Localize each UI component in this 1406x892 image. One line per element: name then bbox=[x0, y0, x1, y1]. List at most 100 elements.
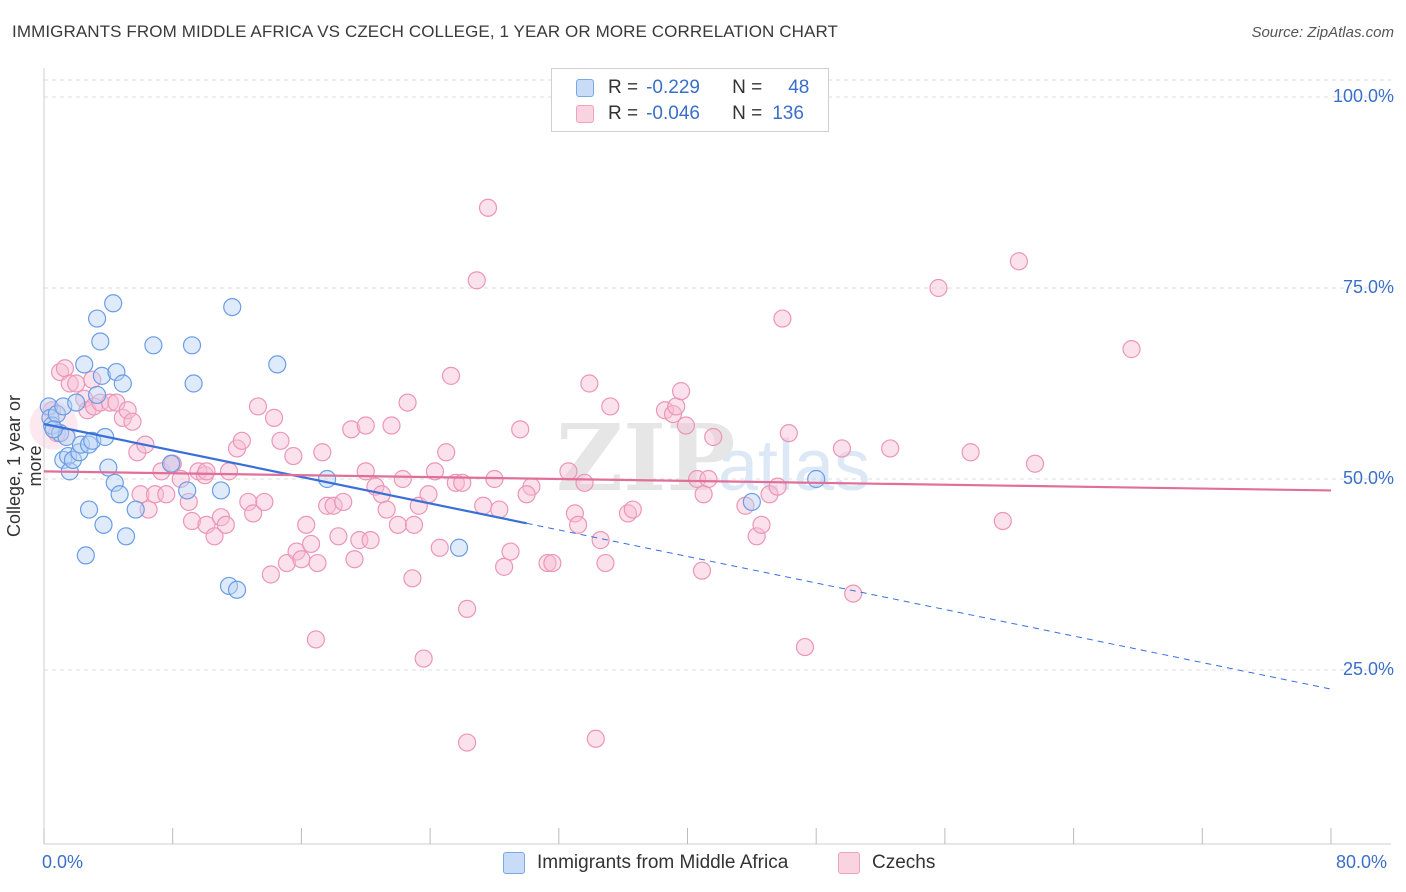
data-point bbox=[511, 420, 530, 439]
data-point bbox=[284, 446, 303, 466]
data-point bbox=[596, 553, 615, 573]
data-point bbox=[264, 408, 284, 427]
legend-r-label: R = bbox=[608, 103, 639, 124]
source-label: Source: ZipAtlas.com bbox=[1251, 24, 1394, 41]
data-point bbox=[104, 294, 123, 313]
data-point bbox=[671, 382, 691, 401]
data-point bbox=[580, 374, 599, 393]
x-tick-max: 80.0% bbox=[1336, 852, 1388, 872]
data-point bbox=[60, 374, 79, 393]
data-point bbox=[742, 492, 761, 512]
data-point bbox=[704, 427, 723, 447]
legend-n-label: N = bbox=[732, 103, 763, 124]
data-point bbox=[517, 485, 536, 504]
legend-r-value: -0.229 bbox=[646, 77, 700, 98]
data-point bbox=[807, 469, 826, 489]
data-point bbox=[403, 569, 422, 588]
data-point bbox=[232, 431, 251, 450]
data-point bbox=[182, 511, 202, 531]
data-point bbox=[87, 309, 107, 328]
data-point bbox=[301, 534, 321, 554]
middle-africa-points bbox=[39, 294, 826, 599]
grid-lines bbox=[44, 79, 1391, 671]
legend-n-value: 136 bbox=[772, 103, 804, 124]
data-point bbox=[76, 546, 95, 565]
data-point bbox=[437, 443, 456, 462]
data-point bbox=[161, 454, 181, 473]
correlation-legend: R = -0.229 N = 48 R = -0.046 N = 136 bbox=[551, 68, 829, 132]
data-point bbox=[388, 515, 408, 534]
bottom-legend-label: Immigrants from Middle Africa bbox=[537, 852, 789, 873]
bottom-legend-swatch-blue bbox=[503, 852, 525, 874]
data-point bbox=[157, 485, 176, 504]
data-point bbox=[694, 485, 713, 504]
bottom-legend-label: Czechs bbox=[872, 852, 936, 873]
bottom-legend-middle-africa: Immigrants from Middle Africa bbox=[503, 852, 788, 874]
data-point bbox=[382, 416, 401, 435]
data-point bbox=[308, 553, 327, 573]
data-point bbox=[123, 412, 142, 431]
legend-row-czechs: R = -0.046 N = 136 bbox=[576, 101, 804, 127]
legend-row-middle-africa: R = -0.229 N = 48 bbox=[576, 75, 809, 101]
data-point bbox=[75, 355, 94, 374]
legend-swatch-pink bbox=[576, 105, 594, 123]
data-point bbox=[239, 492, 258, 512]
x-tick-min: 0.0% bbox=[42, 852, 84, 872]
data-point bbox=[318, 469, 337, 489]
legend-n-value: 48 bbox=[788, 77, 810, 98]
data-point bbox=[144, 336, 163, 355]
data-point bbox=[105, 473, 124, 492]
data-point bbox=[458, 599, 477, 618]
data-point bbox=[91, 332, 110, 351]
data-point bbox=[178, 481, 197, 500]
data-point bbox=[139, 500, 158, 519]
data-point bbox=[313, 443, 332, 462]
data-point bbox=[334, 492, 353, 512]
data-point bbox=[961, 443, 980, 462]
data-point bbox=[1122, 340, 1141, 359]
data-point bbox=[929, 278, 948, 298]
data-point bbox=[993, 511, 1012, 531]
data-point bbox=[356, 416, 375, 435]
data-point bbox=[795, 637, 815, 657]
data-point bbox=[398, 393, 417, 412]
data-point bbox=[126, 500, 145, 519]
data-point bbox=[63, 450, 83, 469]
y-tick-label: 50.0% bbox=[1342, 468, 1394, 488]
data-point bbox=[244, 504, 263, 523]
data-point bbox=[501, 542, 520, 561]
data-point bbox=[752, 515, 771, 534]
data-point bbox=[116, 527, 136, 546]
data-point bbox=[478, 198, 498, 217]
data-point bbox=[67, 393, 86, 412]
data-point bbox=[118, 401, 137, 420]
data-point bbox=[324, 496, 343, 515]
y-tick-label: 100.0% bbox=[1332, 86, 1394, 106]
data-point bbox=[223, 298, 242, 317]
bottom-legend-czechs: Czechs bbox=[838, 852, 935, 874]
trend-extension-middle-africa bbox=[526, 522, 1332, 690]
data-point bbox=[601, 397, 620, 416]
data-point bbox=[179, 492, 198, 512]
axes bbox=[43, 68, 1391, 845]
data-point bbox=[184, 374, 203, 393]
data-point bbox=[543, 553, 562, 573]
data-point bbox=[591, 531, 610, 550]
data-point bbox=[404, 515, 424, 534]
y-axis-title: College, 1 year or more bbox=[4, 394, 45, 538]
data-point bbox=[297, 515, 316, 534]
data-point bbox=[92, 366, 112, 385]
data-point bbox=[441, 366, 461, 385]
data-point bbox=[559, 462, 578, 481]
chart-title: IMMIGRANTS FROM MIDDLE AFRICA VS CZECH C… bbox=[12, 22, 839, 41]
data-point bbox=[219, 462, 239, 481]
data-point bbox=[768, 477, 787, 496]
data-point bbox=[197, 462, 216, 481]
data-point bbox=[342, 420, 361, 439]
data-point bbox=[474, 496, 493, 515]
legend-swatch-blue bbox=[576, 79, 594, 97]
data-point bbox=[79, 500, 99, 519]
data-point bbox=[575, 473, 594, 492]
